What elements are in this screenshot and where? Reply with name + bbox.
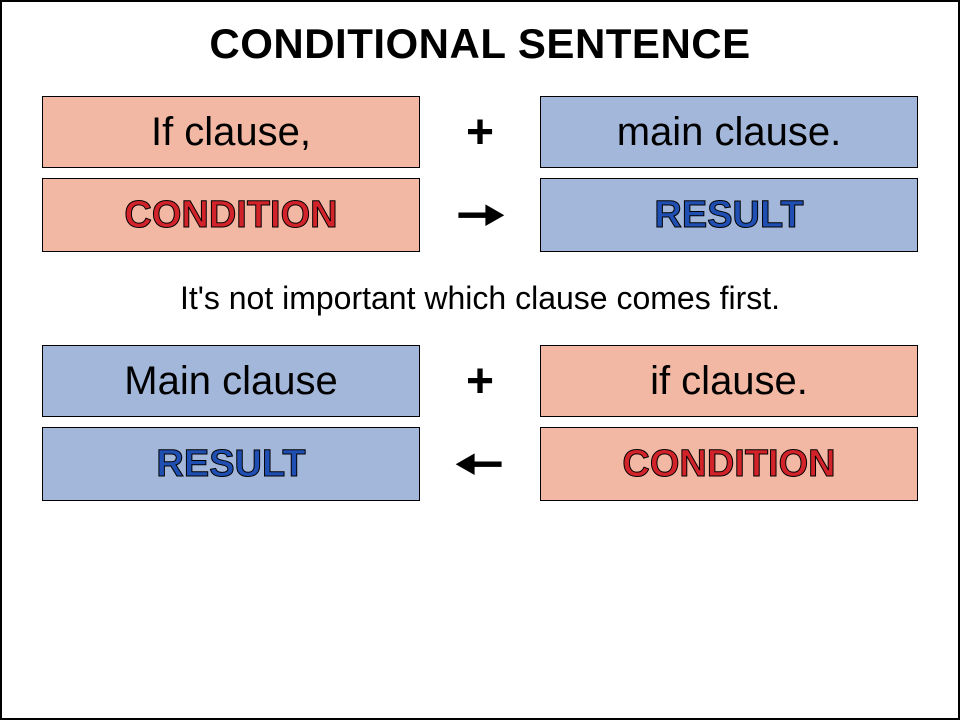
group1-row2: CONDITION RESULT <box>22 178 938 252</box>
arrow-right-icon <box>420 199 540 231</box>
group2-row1: Main clause + if clause. <box>22 345 938 417</box>
box-if-clause-2-text: if clause. <box>650 359 808 404</box>
box-condition-2: CONDITION <box>540 427 918 501</box>
box-if-clause: If clause, <box>42 96 420 168</box>
box-result-2: RESULT <box>42 427 420 501</box>
group2-row2: RESULT CONDITION <box>22 427 938 501</box>
box-main-clause-text: main clause. <box>617 110 842 155</box>
box-main-clause: main clause. <box>540 96 918 168</box>
arrow-left-icon <box>420 448 540 480</box>
plus-icon: + <box>420 105 540 160</box>
box-main-clause-2-text: Main clause <box>124 359 337 404</box>
group1-row1: If clause, + main clause. <box>22 96 938 168</box>
plus-icon-2: + <box>420 354 540 409</box>
page-title: CONDITIONAL SENTENCE <box>209 20 750 68</box>
box-condition-1-text: CONDITION <box>124 194 337 237</box>
box-result-1: RESULT <box>540 178 918 252</box>
box-if-clause-text: If clause, <box>151 110 311 155</box>
box-condition-1: CONDITION <box>42 178 420 252</box>
box-result-2-text: RESULT <box>156 443 305 486</box>
note-text: It's not important which clause comes fi… <box>180 280 780 317</box>
box-condition-2-text: CONDITION <box>622 443 835 486</box>
box-if-clause-2: if clause. <box>540 345 918 417</box>
box-main-clause-2: Main clause <box>42 345 420 417</box>
box-result-1-text: RESULT <box>654 194 803 237</box>
